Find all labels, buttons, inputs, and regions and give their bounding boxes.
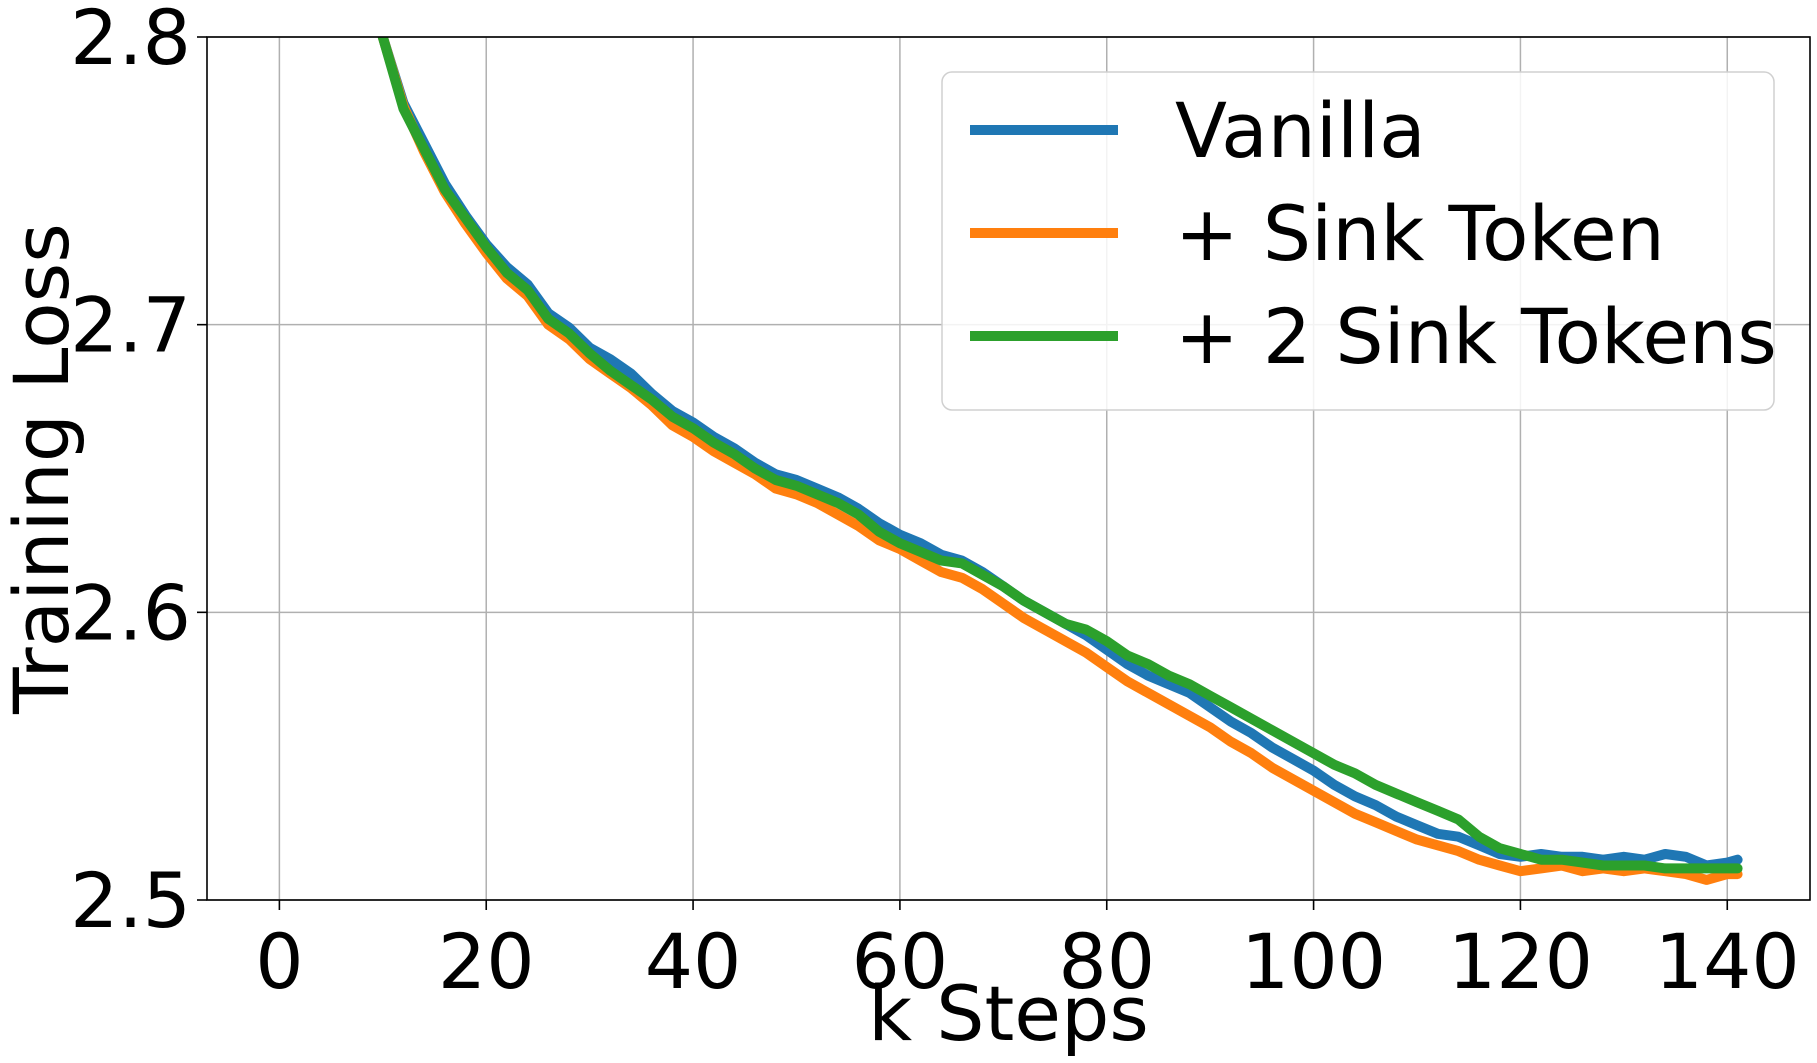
legend-box: [941, 71, 1775, 411]
legend-label-2: + 2 Sink Tokens: [1175, 292, 1777, 381]
series-line-2: [377, 37, 1743, 874]
y-tick-label: 2.6: [70, 568, 191, 657]
legend-label-1: + Sink Token: [1175, 189, 1665, 278]
y-axis-ticks: 2.5 2.6 2.7 2.8: [70, 0, 207, 945]
x-tick-label: 80: [1058, 917, 1155, 1006]
x-axis-label: k Steps: [868, 969, 1149, 1058]
y-tick-label: 2.7: [70, 281, 191, 370]
x-tick-label: 40: [645, 917, 742, 1006]
x-tick-label: 0: [255, 917, 303, 1006]
x-tick-label: 100: [1241, 917, 1386, 1006]
x-tick-label: 60: [852, 917, 949, 1006]
y-axis-label: Training Loss: [0, 223, 86, 715]
legend-label-0: Vanilla: [1175, 86, 1426, 175]
plot-frame: [206, 36, 1811, 901]
legend: Vanilla + Sink Token + 2 Sink Tokens: [941, 71, 1777, 411]
y-tick-label: 2.8: [70, 0, 191, 82]
x-axis-ticks: 0 20 40 60 80 100 120 140: [255, 900, 1800, 1006]
y-tick-label: 2.5: [70, 856, 191, 945]
x-tick-label: 140: [1655, 917, 1800, 1006]
series-lines: [377, 37, 1743, 885]
x-tick-label: 120: [1448, 917, 1593, 1006]
x-tick-label: 20: [438, 917, 535, 1006]
